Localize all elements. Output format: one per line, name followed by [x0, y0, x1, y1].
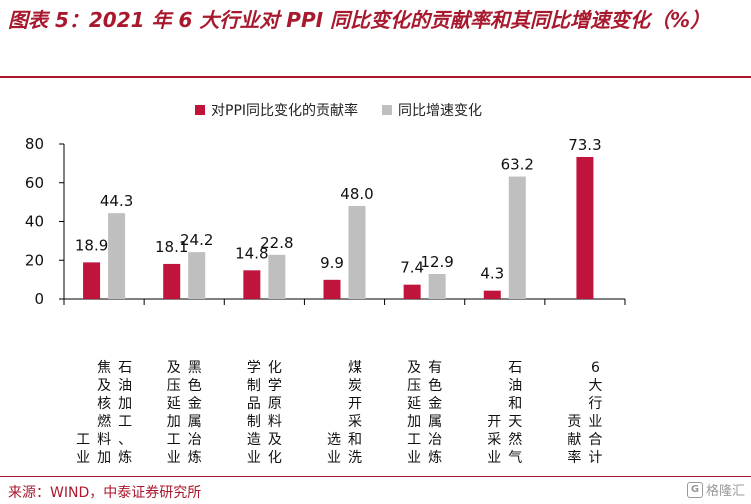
bar [163, 263, 181, 299]
bar-chart: 0 20 40 60 80 18.9 44.3 18.124.2 14.822.8 9.9 48.0… [25, 135, 626, 466]
bar [508, 176, 526, 299]
y-tick-label: 40 [25, 213, 44, 231]
x-category-label: 6 大行业合计贡献率 [567, 360, 602, 466]
x-category-label: 有色金属冶炼及压延加工业 [407, 360, 442, 466]
bar [348, 206, 366, 299]
data-label: 9.9 [320, 254, 344, 272]
bar [323, 279, 341, 299]
data-label: 4.3 [480, 265, 504, 283]
bar [108, 213, 126, 299]
y-tick-label: 60 [25, 174, 44, 192]
x-category-label: 石油加工、炼焦及核燃料加工业 [76, 360, 132, 466]
x-category-label: 黑色金属冶炼及压延加工业 [167, 360, 202, 466]
bar [403, 284, 421, 299]
x-category-label: 化学原料及化学制品制造业 [247, 360, 282, 466]
data-label: 73.3 [568, 136, 601, 154]
bar [268, 254, 286, 299]
y-tick-label: 20 [25, 251, 44, 269]
legend: 对PPI同比变化的贡献率 同比增速变化 [195, 100, 506, 120]
data-label: 63.2 [501, 156, 534, 174]
title-divider [0, 76, 751, 78]
bar [188, 252, 206, 299]
bar [483, 290, 501, 299]
data-label: 14.8 [235, 244, 268, 262]
chart-title: 图表 5：2021 年 6 大行业对 PPI 同比变化的贡献率和其同比增速变化（… [8, 8, 711, 32]
legend-item-growth: 同比增速变化 [382, 100, 482, 120]
watermark-logo-icon: G [686, 481, 703, 498]
data-label: 48.0 [340, 185, 373, 203]
legend-swatch-contribution [195, 105, 205, 115]
data-label: 18.9 [75, 236, 108, 254]
legend-item-contribution: 对PPI同比变化的贡献率 [195, 100, 358, 120]
source-note: 来源：WIND，中泰证券研究所 [8, 485, 202, 501]
watermark: G 格隆汇 [686, 480, 745, 499]
data-label: 12.9 [420, 253, 453, 271]
data-label: 24.2 [180, 231, 213, 249]
bar [243, 270, 261, 299]
legend-label-contribution: 对PPI同比变化的贡献率 [211, 103, 359, 119]
bar [428, 274, 446, 299]
bar [83, 262, 101, 299]
x-category-label: 煤炭开采和洗选业 [327, 360, 362, 466]
legend-label-growth: 同比增速变化 [398, 103, 483, 119]
footer-divider [0, 476, 751, 477]
watermark-text: 格隆汇 [705, 484, 745, 499]
legend-swatch-growth [382, 105, 393, 115]
bar [576, 156, 594, 299]
data-label: 44.3 [100, 192, 133, 210]
data-label: 22.8 [260, 234, 293, 252]
y-tick-label: 0 [34, 290, 44, 308]
data-label: 18.1 [155, 238, 188, 256]
y-tick-label: 80 [25, 135, 44, 153]
x-category-label: 石油和天然气开采业 [487, 360, 522, 466]
data-label: 7.4 [400, 259, 424, 277]
